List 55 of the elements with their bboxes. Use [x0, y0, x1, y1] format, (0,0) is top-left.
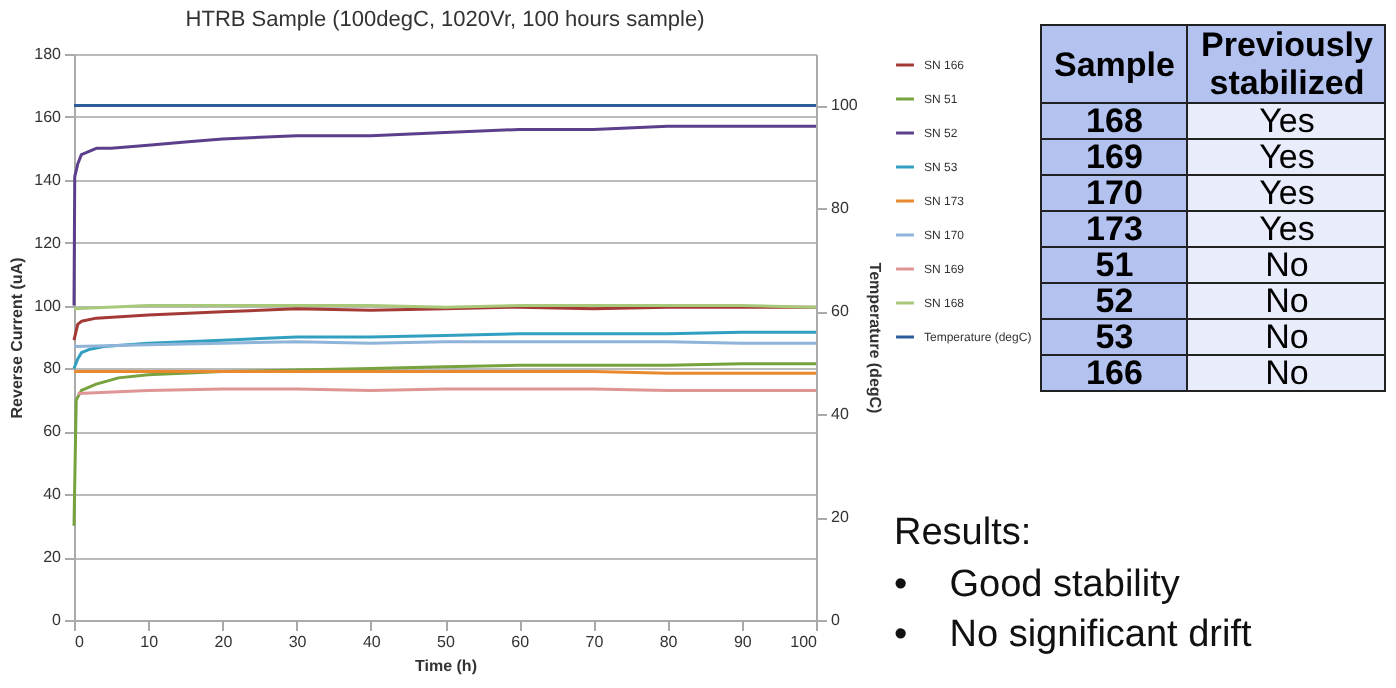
category-label: 168 [1086, 102, 1143, 140]
y-tick-label: 60 [43, 422, 63, 441]
x-tick-label: 0 [75, 633, 85, 651]
text: Yes [1259, 174, 1315, 212]
category-label: 52 [1095, 282, 1134, 320]
y-tick-label: 20 [43, 548, 63, 567]
y2-tick-label: 20 [831, 508, 850, 527]
category-label: 170 [1086, 174, 1143, 212]
y2-axis-title: Temperature (degC) [865, 262, 884, 415]
text: • Good stability [894, 564, 1180, 606]
y-tick-label: 0 [52, 611, 63, 629]
x-tick-label: 70 [585, 633, 605, 651]
chart-title: HTRB Sample (100degC, 1020Vr, 100 hours sample) [185, 8, 705, 32]
line-series [72, 330, 818, 370]
line-series [72, 362, 818, 528]
y-tick-label: 40 [43, 485, 63, 504]
text: • No significant drift [894, 614, 1252, 656]
y-tick-label: 180 [34, 45, 63, 63]
text: Sample [1041, 25, 1188, 103]
y-tick-label: 160 [34, 107, 63, 126]
category-label: 166 [1086, 354, 1143, 392]
line-series [72, 124, 818, 308]
x-axis-title: Time (h) [415, 657, 478, 675]
y2-tick-label: 60 [831, 302, 850, 321]
x-tick-label: 30 [288, 633, 308, 651]
y2-tick-label: 100 [831, 96, 859, 115]
category-label: 169 [1086, 138, 1143, 176]
text: Yes [1259, 102, 1315, 140]
x-tick-label: 100 [790, 633, 819, 651]
y2-tick-label: 80 [831, 199, 850, 218]
text: Results: [894, 512, 1034, 556]
x-tick-label: 10 [140, 633, 160, 651]
x-tick-label: 20 [214, 633, 234, 651]
y-tick-label: 140 [34, 170, 63, 189]
text: Yes [1259, 138, 1315, 176]
text: No [1265, 318, 1309, 356]
category-label: 51 [1095, 246, 1134, 284]
text: Yes [1259, 210, 1315, 248]
text: No [1265, 354, 1309, 392]
x-tick-label: 60 [511, 633, 531, 651]
category-label: 53 [1095, 318, 1134, 356]
y2-tick-label: 0 [831, 611, 841, 629]
text: No [1265, 282, 1309, 320]
y2-tick-label: 40 [831, 405, 850, 424]
y-tick-label: 120 [34, 233, 63, 252]
category-label: 173 [1086, 210, 1143, 248]
y-axis-title: Reverse Current (uA) [8, 256, 27, 419]
y-tick-label: 80 [43, 359, 63, 378]
x-tick-label: 50 [437, 633, 456, 651]
x-tick-label: 90 [733, 633, 753, 651]
category-label: Previously stabilized [1187, 25, 1386, 103]
x-tick-label: 80 [659, 633, 679, 651]
x-tick-label: 40 [362, 633, 382, 651]
y-tick-label: 100 [34, 296, 63, 315]
text: No [1265, 246, 1309, 284]
